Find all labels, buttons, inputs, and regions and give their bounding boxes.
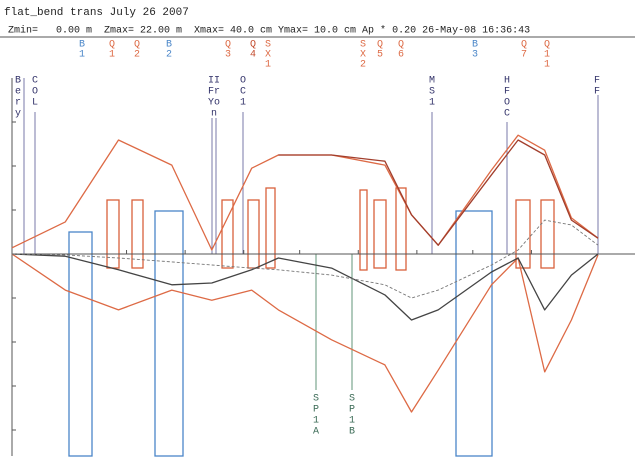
element-label: 5	[377, 50, 383, 61]
quad-box	[131, 199, 144, 269]
marker-label: S	[429, 87, 435, 98]
element-label: B	[166, 40, 172, 51]
element-label: 1	[109, 50, 115, 61]
element-label: Q	[250, 40, 256, 51]
marker-label: F	[594, 87, 600, 98]
element-label: 3	[472, 50, 478, 61]
element-label: Q	[109, 40, 115, 51]
series-line	[278, 139, 599, 246]
marker-label: 1	[240, 98, 246, 109]
marker-label: O	[240, 76, 246, 87]
lower-marker-label: P	[313, 405, 319, 416]
bend-magnets	[68, 210, 493, 457]
sext-box	[359, 189, 368, 271]
element-label: 7	[521, 50, 527, 61]
marker-label: O	[32, 87, 38, 98]
element-label: 2	[134, 50, 140, 61]
lower-marker-label: S	[313, 394, 319, 405]
marker-label: y	[15, 109, 21, 120]
element-label: 6	[398, 50, 404, 61]
chart-title: flat_bend trans July 26 2007	[4, 7, 189, 19]
element-label: 3	[225, 50, 231, 61]
series-line	[11, 134, 599, 251]
element-label: 1	[79, 50, 85, 61]
marker-label: H	[504, 76, 510, 87]
marker-label: Yo	[208, 98, 220, 109]
marker-label: F	[594, 76, 600, 87]
marker-label: e	[15, 87, 21, 98]
marker-label: O	[504, 98, 510, 109]
element-label: Q	[398, 40, 404, 51]
lower-marker-label: 1	[313, 416, 319, 427]
element-label: B	[472, 40, 478, 51]
marker-label: Fr	[208, 87, 220, 98]
element-label: S	[360, 40, 366, 51]
lower-marker-label: B	[349, 427, 355, 438]
lower-marker-label: A	[313, 427, 319, 438]
series-line	[11, 253, 599, 413]
chart-subtitle: Zmin= 0.00 m Zmax= 22.00 m Xmax= 40.0 cm…	[8, 25, 530, 37]
quad-box	[395, 187, 407, 271]
element-label: Q	[544, 40, 550, 51]
lower-marker-label: S	[349, 394, 355, 405]
marker-label: n	[211, 109, 217, 120]
marker-label: C	[504, 109, 510, 120]
bend-box	[68, 231, 93, 457]
element-label: Q	[521, 40, 527, 51]
quad-box	[221, 199, 234, 269]
lower-marker-label: P	[349, 405, 355, 416]
element-label: Q	[377, 40, 383, 51]
marker-label: B	[15, 76, 21, 87]
marker-label: 1	[429, 98, 435, 109]
element-label: 1	[544, 60, 550, 71]
element-label: S	[265, 40, 271, 51]
element-label: 1	[544, 50, 550, 61]
marker-label: C	[240, 87, 246, 98]
element-label: X	[360, 50, 366, 61]
quad-box	[247, 199, 260, 269]
bend-box	[455, 210, 493, 457]
element-label: 2	[360, 60, 366, 71]
element-label: 4	[250, 50, 256, 61]
marker-label: II	[208, 76, 220, 87]
sext-box	[265, 187, 276, 269]
element-label: Q	[134, 40, 140, 51]
element-label: B	[79, 40, 85, 51]
lower-marker-lines	[315, 254, 353, 390]
lower-marker-label: 1	[349, 416, 355, 427]
marker-label: r	[15, 98, 21, 109]
series-line	[11, 219, 599, 299]
marker-label: C	[32, 76, 38, 87]
marker-label: F	[504, 87, 510, 98]
element-label: X	[265, 50, 271, 61]
bend-box	[154, 210, 184, 457]
element-label: 1	[265, 60, 271, 71]
quad-magnets	[106, 187, 555, 271]
marker-label: M	[429, 76, 435, 87]
element-label: Q	[225, 40, 231, 51]
series-line	[11, 253, 599, 321]
marker-lines	[23, 78, 599, 254]
quad-box	[373, 199, 387, 269]
quad-box	[540, 199, 555, 269]
marker-label: L	[32, 98, 38, 109]
element-label: 2	[166, 50, 172, 61]
